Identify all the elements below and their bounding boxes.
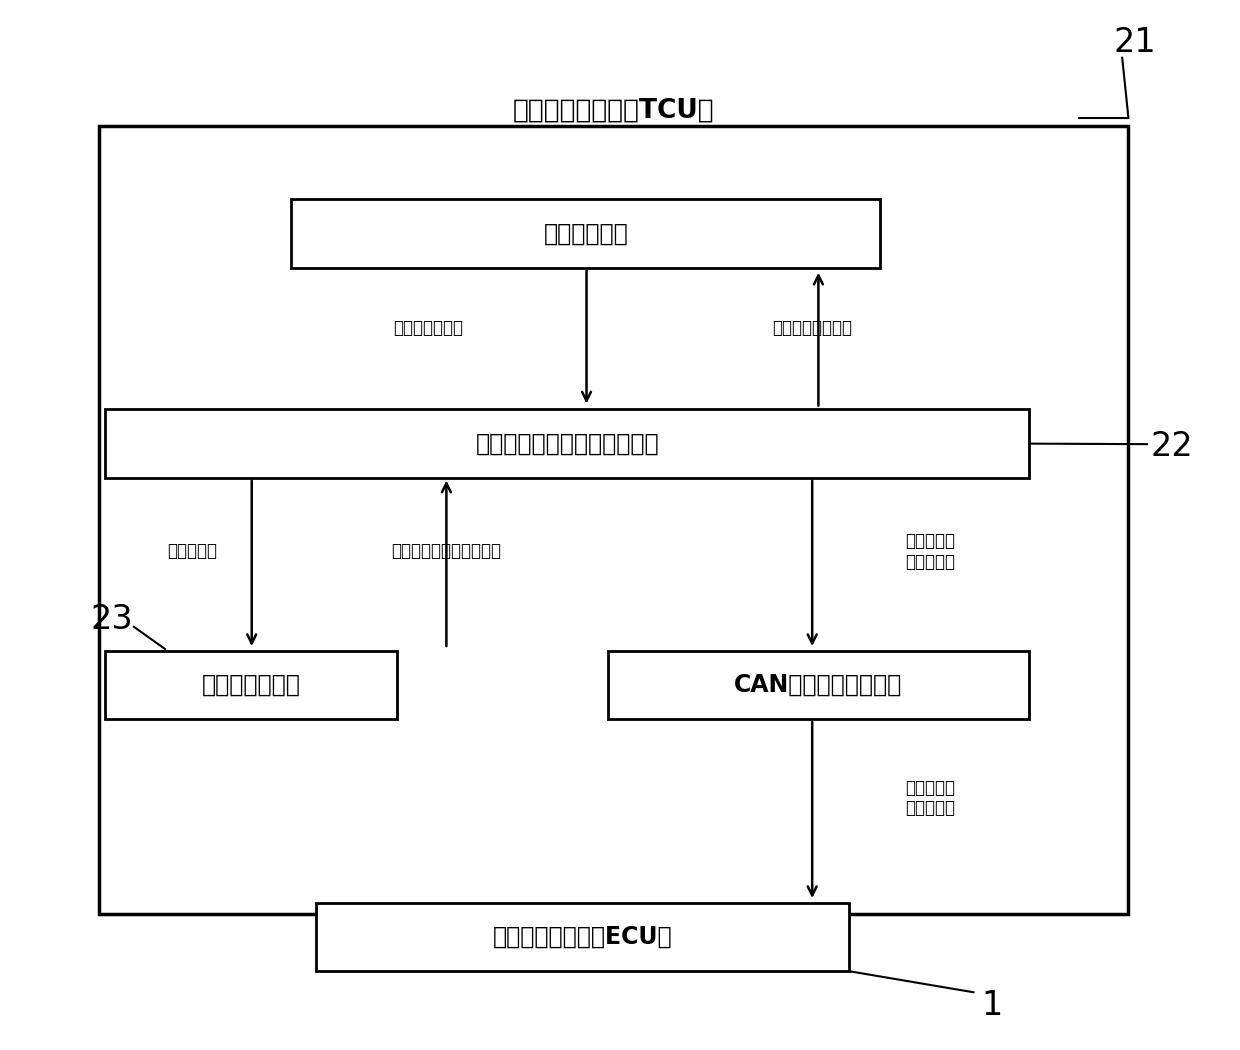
Bar	[105, 410, 1029, 478]
Bar	[316, 903, 849, 971]
Text: 离合器温度: 离合器温度	[167, 542, 217, 561]
Text: 请求调节系统压力: 请求调节系统压力	[773, 318, 852, 337]
Text: 21: 21	[1114, 25, 1156, 59]
Text: 发动机控制单元（ECU）: 发动机控制单元（ECU）	[494, 925, 672, 949]
Bar	[105, 651, 397, 719]
Text: 压力控制模块: 压力控制模块	[543, 222, 629, 246]
Text: 调节后系统压力: 调节后系统压力	[393, 318, 463, 337]
Text: 发动机扭矩
发动机转速: 发动机扭矩 发动机转速	[905, 779, 955, 817]
Text: 22: 22	[1151, 429, 1193, 463]
Text: 离合器摩擦元件冷却流量: 离合器摩擦元件冷却流量	[392, 542, 501, 561]
Text: 发动机扭矩
发动机转速: 发动机扭矩 发动机转速	[905, 532, 955, 570]
Text: 离合器摩擦元件冷却控制模块: 离合器摩擦元件冷却控制模块	[475, 432, 660, 456]
Text: CAN通信输入处理模块: CAN通信输入处理模块	[734, 673, 903, 697]
Text: 23: 23	[91, 603, 133, 636]
Bar	[608, 651, 1029, 719]
Bar	[99, 126, 1128, 914]
Text: 变速器控制单元（TCU）: 变速器控制单元（TCU）	[513, 98, 714, 123]
Text: 离合器温度模块: 离合器温度模块	[202, 673, 300, 697]
Bar	[291, 200, 880, 268]
Text: 1: 1	[981, 989, 1003, 1023]
